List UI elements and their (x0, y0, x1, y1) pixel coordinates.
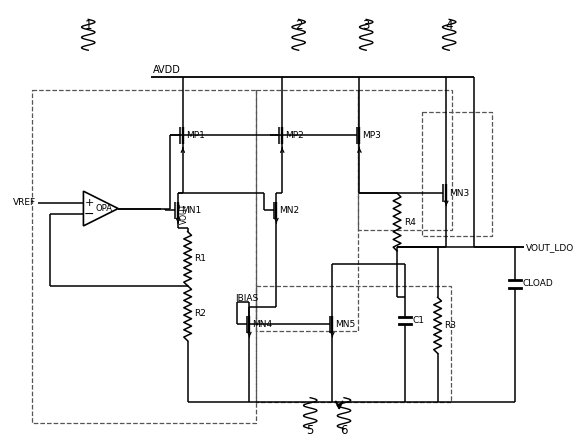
Text: MP2: MP2 (285, 131, 304, 140)
Text: R2: R2 (194, 309, 206, 318)
Text: CLOAD: CLOAD (523, 279, 553, 288)
Text: R4: R4 (404, 218, 416, 227)
Text: MP3: MP3 (363, 131, 381, 140)
Text: VREF: VREF (13, 198, 36, 207)
Text: 4: 4 (445, 19, 453, 32)
Text: VOUT_LDO: VOUT_LDO (526, 243, 574, 252)
Text: 5: 5 (307, 424, 314, 437)
Text: AVDD: AVDD (153, 65, 181, 76)
Text: R3: R3 (445, 321, 456, 330)
Text: MN2: MN2 (279, 206, 300, 215)
Text: 6: 6 (340, 424, 348, 437)
Text: VOUT: VOUT (180, 203, 189, 224)
Text: +: + (84, 198, 94, 208)
Text: MN1: MN1 (181, 206, 201, 215)
Text: MP1: MP1 (186, 131, 205, 140)
Text: MN4: MN4 (253, 320, 272, 329)
Text: 2: 2 (295, 19, 303, 32)
Bar (357, 90, 452, 230)
Bar (32, 90, 256, 423)
Text: R1: R1 (194, 254, 207, 263)
Text: MN3: MN3 (449, 189, 470, 198)
Bar (422, 112, 492, 236)
Text: C1: C1 (413, 316, 424, 325)
Text: −: − (84, 208, 94, 221)
Text: 3: 3 (363, 19, 370, 32)
Text: MN5: MN5 (335, 320, 356, 329)
Text: OPA: OPA (95, 204, 112, 213)
Text: 1: 1 (84, 19, 92, 32)
Bar (256, 286, 451, 401)
Bar (256, 90, 357, 331)
Text: IBIAS: IBIAS (235, 294, 258, 303)
